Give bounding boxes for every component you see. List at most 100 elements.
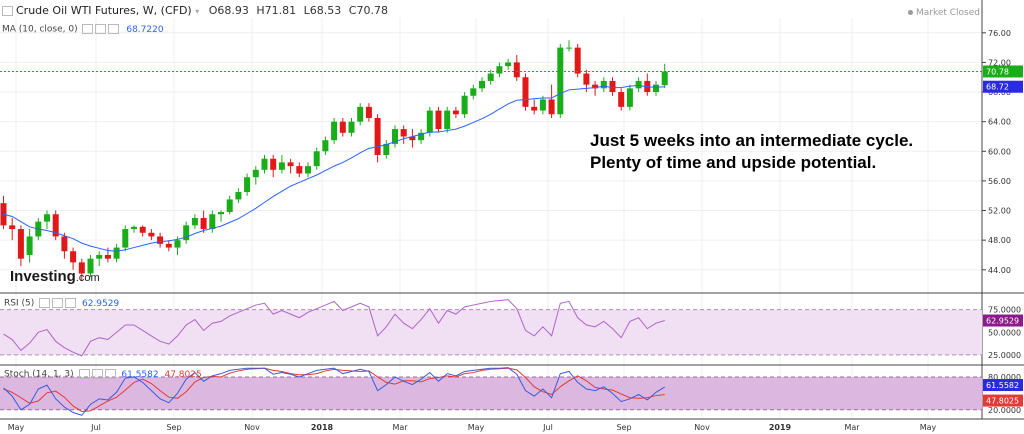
candle-body	[157, 236, 164, 244]
settings-icon[interactable]	[52, 298, 64, 308]
stoch-k-badge: 61.5582	[986, 381, 1019, 390]
eye-icon[interactable]	[39, 298, 51, 308]
candle-body	[583, 73, 590, 85]
stoch-d-badge: 47.8025	[986, 397, 1019, 406]
candle-body	[270, 158, 277, 170]
stoch-k-line	[3, 367, 665, 416]
candle-body	[104, 254, 111, 259]
stoch-legend: Stoch (14, 1, 3) 61.5582 47.8025	[4, 369, 202, 380]
symbol-label[interactable]: Crude Oil WTI Futures, W, (CFD)	[16, 4, 192, 17]
ma-price-badge-bg	[983, 80, 1023, 93]
candle-body	[87, 258, 94, 274]
candle-body	[17, 229, 24, 259]
candle-body	[505, 62, 512, 67]
candle-body	[566, 47, 572, 49]
collapse-icon[interactable]	[2, 6, 13, 16]
rsi-tick-label: 25.0000	[988, 351, 1021, 360]
price-tick-label: 52.00	[988, 207, 1011, 216]
chart-header: Crude Oil WTI Futures, W, (CFD) ▾ O68.93…	[2, 4, 392, 17]
candle-body	[139, 226, 146, 233]
candle-body	[191, 217, 198, 226]
candle-body	[331, 121, 338, 141]
candle-body	[218, 212, 224, 215]
candle-body	[452, 110, 459, 115]
investing-logo: Investing.com	[10, 268, 100, 285]
candle-body	[392, 129, 398, 144]
close-value: C70.78	[348, 4, 388, 17]
candle-body	[252, 169, 259, 178]
rsi-label[interactable]: RSI (5)	[4, 298, 35, 309]
price-tick-label: 44.00	[988, 266, 1011, 275]
candle-body	[400, 129, 407, 137]
settings-icon[interactable]	[91, 369, 103, 379]
eye-icon[interactable]	[82, 24, 94, 34]
candle-body	[635, 80, 642, 89]
logo-name: Investing	[10, 268, 76, 285]
x-tick-label: 2019	[769, 423, 792, 432]
candle-body	[235, 192, 242, 200]
rsi-value-badge-bg	[983, 314, 1023, 327]
low-value: L68.53	[303, 4, 342, 17]
indicator-bands	[0, 309, 982, 411]
last-price-badge: 70.78	[986, 67, 1009, 76]
candle-body	[609, 80, 616, 93]
candle-body	[548, 99, 555, 115]
x-tick-label: Mar	[392, 423, 408, 432]
stoch-label[interactable]: Stoch (14, 1, 3)	[4, 369, 74, 380]
price-tick-label: 76.00	[988, 29, 1011, 38]
x-tick-label: Sep	[616, 423, 631, 432]
candle-body	[44, 214, 50, 222]
candle-body	[426, 110, 433, 133]
candle-body	[244, 177, 251, 193]
ma-value: 68.7220	[126, 24, 164, 35]
price-tick-label: 48.00	[988, 236, 1011, 245]
market-status-text: Market Closed	[915, 8, 980, 18]
candle-body	[78, 262, 85, 274]
candle-body	[487, 73, 494, 81]
candle-body	[122, 229, 129, 248]
rsi-pane[interactable]	[3, 299, 665, 357]
x-tick-label: Sep	[166, 423, 181, 432]
candle-body	[183, 225, 190, 241]
candle-body	[313, 151, 320, 167]
price-pane[interactable]	[0, 40, 982, 281]
rsi-value-badge: 62.9529	[986, 317, 1019, 326]
close-icon[interactable]	[65, 298, 77, 308]
x-tick-label: 2018	[311, 423, 334, 432]
stoch-pane[interactable]	[3, 367, 665, 416]
grid-layer	[0, 0, 1024, 420]
candle-body	[365, 106, 372, 118]
candle-body	[322, 140, 329, 152]
candle-body	[592, 84, 599, 89]
candle-body	[557, 47, 564, 115]
candle-body	[226, 199, 233, 213]
price-tick-label: 64.00	[988, 118, 1011, 127]
x-tick-label: Jul	[542, 423, 553, 432]
x-tick-label: Mar	[844, 423, 860, 432]
x-tick-label: May	[920, 423, 937, 432]
close-icon[interactable]	[104, 369, 116, 379]
price-tick-label: 56.00	[988, 177, 1011, 186]
candle-body	[61, 236, 68, 252]
ma-label[interactable]: MA (10, close, 0)	[2, 24, 78, 35]
candle-body	[348, 121, 355, 133]
candle-body	[374, 117, 381, 155]
candle-body	[96, 254, 103, 259]
eye-icon[interactable]	[78, 369, 90, 379]
close-icon[interactable]	[108, 24, 120, 34]
dropdown-caret-icon[interactable]: ▾	[195, 7, 200, 16]
ma-price-badge: 68.72	[986, 83, 1009, 92]
candle-body	[435, 110, 442, 130]
ma-line	[3, 84, 665, 252]
stoch-k-badge-bg	[983, 379, 1023, 392]
candle-body	[626, 88, 633, 107]
candle-body	[479, 80, 485, 89]
candle-body	[200, 217, 207, 230]
logo-suffix: .com	[75, 272, 100, 284]
x-tick-label: Nov	[694, 423, 710, 432]
candle-body	[531, 106, 538, 111]
rsi-value: 62.9529	[81, 298, 120, 309]
settings-icon[interactable]	[95, 24, 107, 34]
candle-body	[148, 232, 155, 237]
